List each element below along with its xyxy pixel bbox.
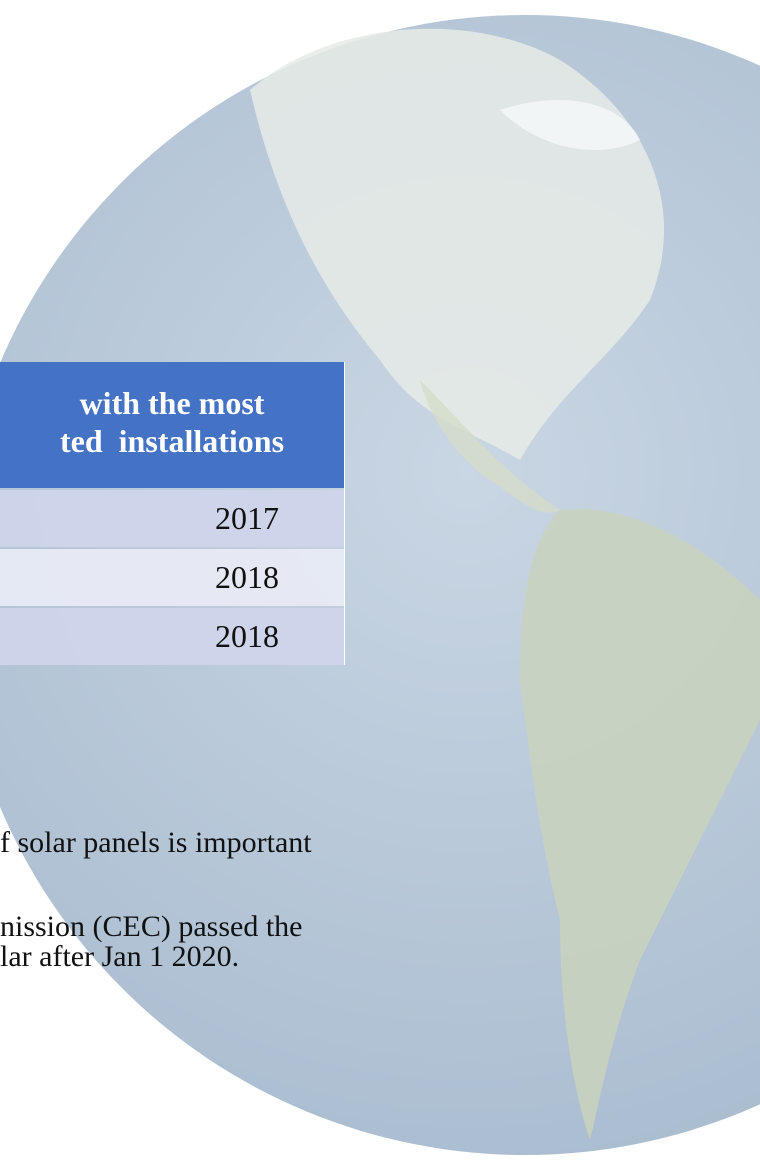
table-header: with the most ted installations (0, 362, 344, 488)
header-line: ted installations (59, 423, 285, 459)
body-text: f solar panels is important (0, 826, 312, 859)
table-row: 2017 (0, 490, 344, 547)
body-text: lar after Jan 1 2020. (0, 940, 240, 973)
table-row: 2018 (0, 549, 344, 606)
body-text: nission (CEC) passed the (0, 910, 303, 943)
cell: 2018 (215, 618, 279, 654)
cell: 2017 (215, 500, 279, 536)
table-row: 2018 (0, 608, 344, 665)
table: with the most ted installations 2017 2018… (0, 362, 345, 665)
ice (500, 100, 640, 150)
south-america (520, 508, 760, 1140)
cell: 2018 (215, 559, 279, 595)
header-line: with the most (79, 385, 265, 421)
